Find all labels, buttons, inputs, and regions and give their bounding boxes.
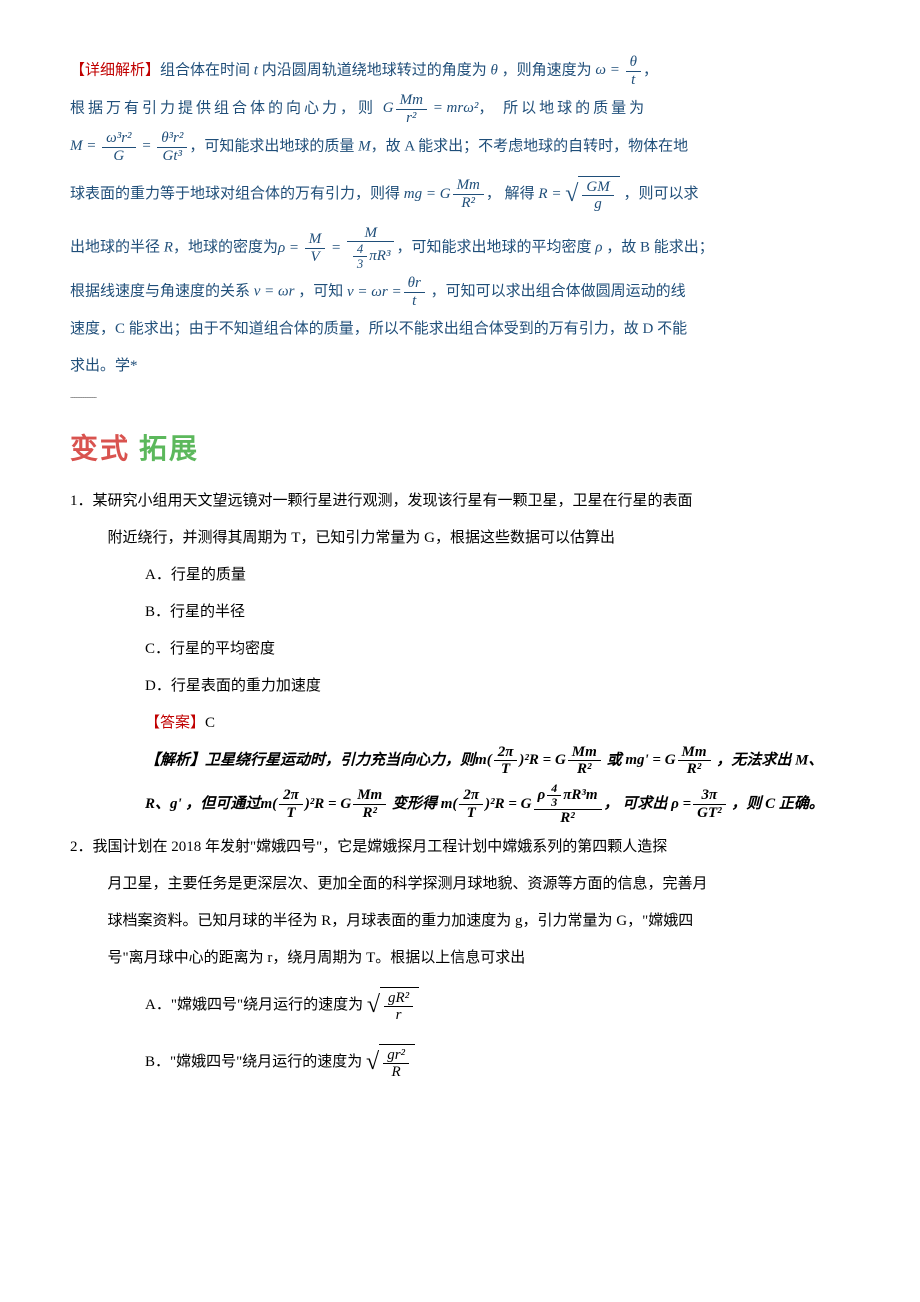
detail-paragraph: 【详细解析】组合体在时间 t 内沿圆周轨道绕地球转过的角度为 θ ，则角速度为 … — [70, 54, 850, 88]
q1-stem-line1: 1．某研究小组用天文望远镜对一颗行星进行观测，发现该行星有一颗卫星，卫星在行星的… — [70, 485, 850, 518]
detail-line6: 根据线速度与角速度的关系 v = ωr ，可知 v = ωr =θrt ，可知可… — [70, 275, 850, 309]
q1-stem-line2: 附近绕行，并测得其周期为 T，已知引力常量为 G，根据这些数据可以估算出 — [70, 522, 850, 555]
q2-stem-line2: 月卫星，主要任务是更深层次、更加全面的科学探测月球地貌、资源等方面的信息，完善月 — [70, 868, 850, 901]
detail-line3: M = ω³r²G = θ³r²Gt³，可知能求出地球的质量 M，故 A 能求出… — [70, 130, 850, 164]
q2-optB: B．"嫦娥四号"绕月运行的速度为 √gr²R — [70, 1036, 850, 1089]
q1-answer: 【答案】C — [70, 707, 850, 740]
q1-optD: D．行星表面的重力加速度 — [70, 670, 850, 703]
q1-optA: A．行星的质量 — [70, 559, 850, 592]
detail-line4: 球表面的重力等于地球对组合体的万有引力，则得 mg = GMmR²， 解得 R … — [70, 168, 850, 221]
detail-line5: 出地球的半径 R，地球的密度为ρ = MV = M43πR³，可知能求出地球的平… — [70, 225, 850, 272]
q1-explain-line1: 【解析】卫星绕行星运动时，引力充当向心力，则m(2πT)²R = GMmR² 或… — [70, 744, 850, 778]
q2-stem-line1: 2．我国计划在 2018 年发射"嫦娥四号"，它是嫦娥探月工程计划中嫦娥系列的第… — [70, 831, 850, 864]
detail-line7: 速度，C 能求出；由于不知道组合体的质量，所以不能求出组合体受到的万有引力，故 … — [70, 313, 850, 346]
q1-optB: B．行星的半径 — [70, 596, 850, 629]
q2-stem-line4: 号"离月球中心的距离为 r，绕月周期为 T。根据以上信息可求出 — [70, 942, 850, 975]
section-heading: 变式 拓展 — [70, 419, 199, 481]
detail-line2: 根据万有引力提供组合体的向心力，则 GMmr² = mrω²， 所以地球的质量为 — [70, 92, 850, 126]
divider-dashes: - - - - - - - - - - - - - - — [70, 387, 850, 409]
detail-line8: 求出。学* — [70, 350, 850, 383]
q1-explain-line2: R、g' ，但可通过m(2πT)²R = GMmR² 变形得 m(2πT)²R … — [70, 782, 850, 827]
detail-label: 【详细解析】 — [70, 62, 160, 78]
q2-stem-line3: 球档案资料。已知月球的半径为 R，月球表面的重力加速度为 g，引力常量为 G，"… — [70, 905, 850, 938]
q2-optA: A．"嫦娥四号"绕月运行的速度为 √gR²r — [70, 979, 850, 1032]
q1-optC: C．行星的平均密度 — [70, 633, 850, 666]
